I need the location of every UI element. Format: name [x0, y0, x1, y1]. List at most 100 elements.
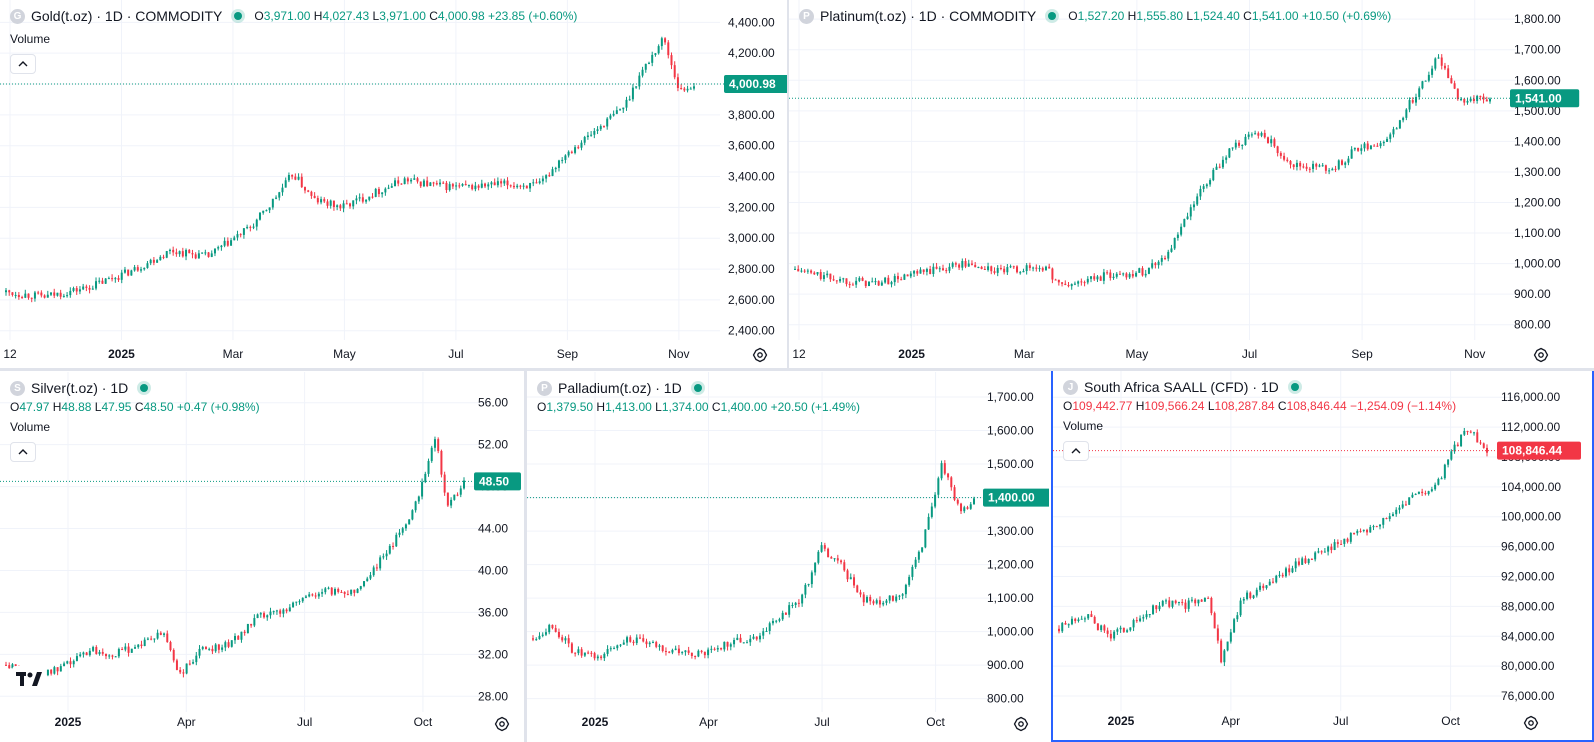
chart-settings-button[interactable]: [752, 347, 768, 363]
candle: [1405, 108, 1408, 121]
candle: [945, 267, 948, 274]
symbol-title[interactable]: Gold(t.oz) · 1D · COMMODITY: [31, 8, 223, 24]
candle: [1447, 64, 1450, 79]
candle: [655, 640, 658, 649]
candle: [282, 608, 285, 618]
candle: [567, 634, 570, 648]
candle: [374, 187, 377, 198]
pane-divider-vertical-bottom-left[interactable]: [524, 371, 527, 742]
candle: [1148, 614, 1151, 618]
price-chart[interactable]: 1,800.00 1,700.00 1,600.00 1,500.00 1,400.00…: [789, 0, 1594, 368]
chart-pane-platinum[interactable]: 1,800.00 1,700.00 1,600.00 1,500.00 1,400.00…: [789, 0, 1594, 368]
chart-settings-button[interactable]: [494, 716, 510, 732]
x-tick-label: Sep: [1351, 347, 1373, 361]
chart-pane-gold[interactable]: 4,400.004,200.004,000.003,800.003,600.00…: [0, 0, 787, 368]
candle: [1122, 272, 1125, 277]
symbol-legend[interactable]: S Silver(t.oz) · 1D: [10, 380, 158, 396]
candle: [1093, 273, 1096, 282]
candle: [456, 492, 459, 497]
symbol-title[interactable]: Palladium(t.oz) · 1D: [558, 380, 682, 396]
candle: [564, 154, 567, 164]
price-chart[interactable]: 4,400.004,200.004,000.003,800.003,600.00…: [0, 0, 787, 368]
candle: [948, 263, 951, 274]
symbol-legend[interactable]: G Gold(t.oz) · 1D · COMMODITY O3,971.00 H4…: [10, 8, 577, 24]
candle: [1128, 272, 1131, 280]
collapse-indicators-button[interactable]: [1063, 441, 1089, 461]
price-chart[interactable]: 1,700.00 1,600.00 1,500.00 1,400.00 1,300.00…: [527, 372, 1049, 742]
candle: [1379, 140, 1382, 149]
candle: [313, 192, 316, 199]
candle: [59, 289, 62, 300]
candle: [1125, 272, 1128, 280]
volume-indicator-label[interactable]: Volume: [10, 420, 51, 434]
candle: [746, 640, 749, 644]
candle: [1203, 597, 1206, 602]
candle: [845, 278, 848, 287]
candle: [363, 581, 366, 588]
chart-pane-saall[interactable]: 116,000.00112,000.00108,000.00104,000.00…: [1051, 369, 1594, 742]
symbol-title[interactable]: Silver(t.oz) · 1D: [31, 380, 129, 396]
collapse-indicators-button[interactable]: [10, 442, 36, 462]
symbol-legend[interactable]: P Palladium(t.oz) · 1D: [537, 380, 712, 396]
x-tick-label: 2025: [1108, 714, 1135, 728]
candle: [858, 276, 861, 283]
market-status-dot[interactable]: [1048, 12, 1057, 20]
chart-pane-palladium[interactable]: 1,700.00 1,600.00 1,500.00 1,400.00 1,300.00…: [527, 372, 1049, 742]
candle: [24, 289, 27, 299]
candle: [1115, 272, 1118, 279]
candle: [1414, 493, 1417, 496]
market-status-dot[interactable]: [1290, 383, 1299, 391]
candle: [919, 267, 922, 274]
candle: [1067, 623, 1070, 628]
candle: [185, 663, 188, 675]
price-chart[interactable]: 116,000.00112,000.00108,000.00104,000.00…: [1053, 371, 1592, 740]
ohlc-value-o: 1,527.20: [1077, 9, 1125, 23]
candle: [295, 601, 298, 606]
candle: [1158, 602, 1161, 612]
symbol-title[interactable]: Platinum(t.oz) · 1D · COMMODITY: [820, 8, 1037, 24]
candle: [1463, 427, 1466, 437]
candle: [1382, 140, 1385, 147]
candle: [352, 200, 355, 210]
x-tick-label: Apr: [177, 715, 196, 729]
last-price-tag: [1510, 89, 1580, 108]
candle: [532, 635, 534, 642]
candle: [69, 287, 72, 298]
chart-pane-silver[interactable]: 56.0052.0048.0044.0040.0036.0032.0028.00…: [0, 372, 524, 742]
symbol-title[interactable]: South Africa SAALL (CFD) · 1D: [1084, 379, 1279, 395]
candle: [262, 210, 265, 215]
volume-indicator-label[interactable]: Volume: [10, 32, 51, 46]
market-status-dot[interactable]: [140, 384, 149, 392]
x-tick-label: 2025: [582, 715, 609, 729]
ohlc-key-h: H: [596, 400, 606, 414]
candle: [1184, 599, 1187, 613]
tradingview-logo[interactable]: [12, 666, 46, 692]
chart-settings-button[interactable]: [1533, 347, 1549, 363]
candle: [925, 267, 928, 276]
candle: [1138, 267, 1141, 273]
pane-divider-vertical-top[interactable]: [787, 0, 789, 368]
volume-indicator-label[interactable]: Volume: [1063, 419, 1104, 433]
candle: [395, 532, 398, 548]
candle: [1295, 159, 1298, 171]
candle: [689, 86, 692, 90]
symbol-legend[interactable]: P Platinum(t.oz) · 1D · COMMODITY O1,527.2…: [799, 8, 1391, 24]
chart-settings-button[interactable]: [1013, 716, 1029, 732]
pane-divider-horizontal[interactable]: [0, 368, 1594, 371]
candle: [1090, 610, 1093, 618]
price-chart[interactable]: 56.0052.0048.0044.0040.0036.0032.0028.00…: [0, 372, 524, 742]
candle: [427, 458, 430, 477]
symbol-legend[interactable]: J South Africa SAALL (CFD) · 1D: [1063, 379, 1309, 395]
candle: [1312, 160, 1315, 173]
candle: [1395, 127, 1398, 130]
candle: [726, 641, 729, 651]
last-price-tag: [1497, 441, 1581, 460]
candle: [1473, 431, 1476, 436]
market-status-dot[interactable]: [693, 384, 702, 392]
collapse-indicators-button[interactable]: [10, 54, 36, 74]
candle: [1286, 157, 1289, 163]
candle: [826, 270, 829, 278]
candle: [1376, 142, 1379, 147]
chart-settings-button[interactable]: [1523, 715, 1539, 731]
market-status-dot[interactable]: [234, 12, 243, 20]
